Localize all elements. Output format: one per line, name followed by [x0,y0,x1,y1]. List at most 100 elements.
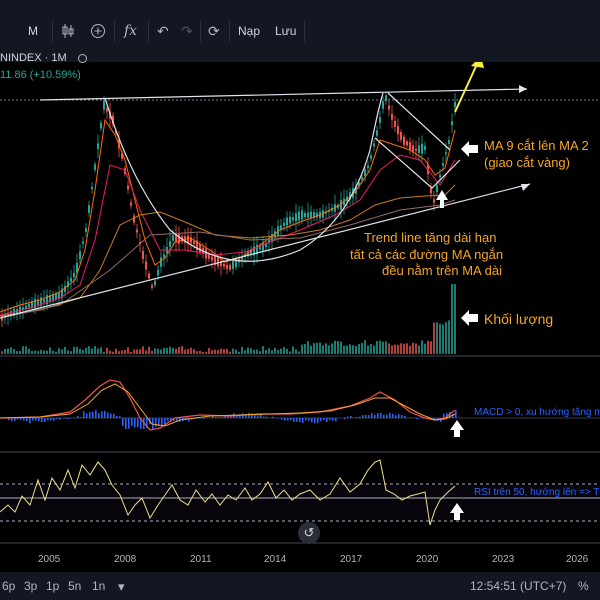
volume-bar [415,343,417,354]
volume-bar [331,343,333,354]
volume-bar [319,342,321,354]
candle-body [301,210,303,220]
volume-bar [226,348,228,354]
range-button[interactable]: 6p [2,579,16,593]
candle-body [253,246,255,256]
volume-bar [127,347,129,354]
save-button[interactable]: Lưu [275,18,296,44]
candle-body [139,241,141,245]
range-button[interactable]: 1p [46,579,60,593]
macd-histogram-bar [380,412,382,418]
candle-body [73,272,75,278]
indicators-button[interactable]: fx [124,18,137,44]
volume-bar [391,345,393,354]
load-layout-button[interactable]: Nạp [238,18,260,44]
candle-body [448,140,450,144]
candle-body [46,295,48,305]
candle-body [49,295,51,303]
macd-histogram-bar [20,418,22,420]
refresh-button[interactable]: ⟳ [208,18,220,44]
range-button[interactable]: 1n [92,579,106,593]
volume-bar [229,351,231,354]
macd-histogram-bar [377,413,379,418]
macd-histogram-bar [188,418,190,422]
macd-histogram-bar [335,418,337,422]
volume-bar [46,350,48,354]
candle-body [247,251,249,257]
clock-display[interactable]: 12:54:51 (UTC+7) [470,579,567,593]
candle-body [370,155,372,159]
volume-bar [133,349,135,354]
macd-histogram-bar [455,410,457,418]
time-axis-label: 2011 [190,554,212,565]
macd-histogram-bar [32,418,34,421]
undo-button[interactable]: ↶ [157,18,169,44]
volume-bar [7,348,9,354]
candle-body [388,105,390,110]
percent-toggle[interactable]: % [578,579,589,593]
macd-histogram-bar [245,413,247,418]
macd-histogram-bar [239,414,241,418]
volume-bar [304,343,306,354]
macd-histogram-bar [86,413,88,418]
volume-bar [235,349,237,354]
redo-button[interactable]: ↷ [181,18,193,44]
macd-histogram-bar [83,411,85,418]
volume-bar [139,349,141,354]
volume-bar [118,351,120,354]
toolbar-divider [229,20,230,42]
candle-body [97,143,99,150]
macd-histogram-bar [53,418,55,421]
range-button[interactable]: 5n [68,579,82,593]
range-button[interactable]: 3p [24,579,38,593]
volume-bar [445,322,447,354]
volume-bar [340,341,342,354]
volume-bar [49,347,51,354]
volume-bar [88,346,90,354]
candle-body [241,256,243,260]
volume-bar [130,351,132,354]
macd-histogram-bar [290,418,292,420]
macd-histogram-bar [158,418,160,427]
volume-bar [394,344,396,354]
volume-bar [193,349,195,354]
candle-body [361,177,363,180]
volume-bar [151,350,153,354]
candle-type-button[interactable] [61,18,75,44]
redo-icon: ↷ [181,22,193,39]
macd-histogram-bar [452,413,454,418]
volume-bar [418,345,420,354]
price-chart[interactable]: MA 9 cắt lên MA 2 (giao cắt vàng) Trend … [0,62,600,572]
flag-upper-line [387,92,451,151]
candle-body [271,233,273,243]
volume-bar [34,350,36,354]
candle-body [223,263,225,267]
macd-histogram-bar [56,418,58,420]
macd-histogram-bar [251,413,253,418]
trendline-annotation: Trend line tăng dài hạn [364,230,497,245]
symbol-title[interactable]: NINDEX · 1M [0,52,87,64]
volume-bar [259,351,261,354]
macd-histogram-bar [365,415,367,418]
candle-body [226,264,228,269]
candle-body [250,249,252,256]
candle-body [196,240,198,251]
volume-bar [247,347,249,354]
time-axis-label: 2023 [492,554,515,565]
candle-body [340,200,342,210]
volume-bar [55,351,57,354]
macd-histogram-bar [26,418,28,422]
macd-histogram-bar [143,418,145,430]
add-compare-button[interactable] [90,18,106,44]
reset-chart-button[interactable]: ↺ [298,522,320,544]
candle-body [412,145,414,152]
interval-button[interactable]: M [28,18,38,44]
volume-bar [85,347,87,354]
volume-bar [4,348,6,354]
candle-body [385,95,387,101]
macd-histogram-bar [398,414,400,418]
macd-histogram-bar [404,415,406,418]
calendar-icon[interactable]: ▾ [118,579,125,594]
macd-histogram-bar [287,418,289,421]
volume-bar [166,347,168,354]
